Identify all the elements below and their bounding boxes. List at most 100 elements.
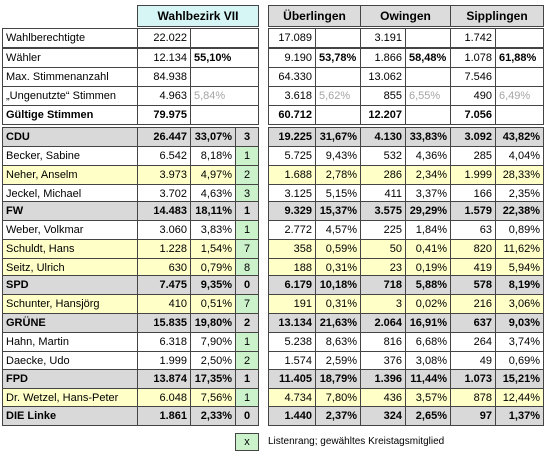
stat-pct-sip (495, 28, 544, 48)
stat-label: Wahlberechtigte (2, 28, 138, 48)
party-pct-vii: 9,35% (190, 275, 236, 295)
party-name: SPD (2, 275, 138, 295)
party-votes-sip: 3.092 (450, 127, 496, 147)
stat-value-sip: 1.078 (450, 48, 496, 68)
candidate-votes-ueb: 1.574 (268, 351, 316, 371)
stat-value-owi: 13.062 (360, 67, 406, 87)
party-name: FW (2, 201, 138, 221)
party-pct-sip: 43,82% (495, 127, 544, 147)
candidate-pct-sip: 0,89% (495, 220, 544, 240)
candidate-votes-owi: 50 (360, 239, 406, 259)
candidate-votes-vii: 3.973 (137, 165, 191, 185)
party-pct-ueb: 2,37% (315, 406, 361, 426)
party-name: DIE Linke (2, 406, 138, 426)
party-votes-sip: 1.579 (450, 201, 496, 221)
party-pct-vii: 18,11% (190, 201, 236, 221)
stat-value-sip: 7.056 (450, 105, 496, 125)
stat-value-vii: 12.134 (137, 48, 191, 68)
stat-pct-vii: 55,10% (190, 48, 259, 68)
party-votes-ueb: 9.329 (268, 201, 316, 221)
candidate-pct-owi: 0,02% (405, 294, 451, 314)
party-votes-ueb: 11.405 (268, 369, 316, 389)
party-votes-owi: 3.575 (360, 201, 406, 221)
stat-value-vii: 84.938 (137, 67, 191, 87)
candidate-votes-owi: 286 (360, 165, 406, 185)
candidate-pct-ueb: 2,59% (315, 351, 361, 371)
party-seats-vii: 1 (235, 369, 259, 389)
stat-value-owi: 855 (360, 86, 406, 106)
party-votes-vii: 1.861 (137, 406, 191, 426)
candidate-pct-vii: 3,83% (190, 220, 236, 240)
party-pct-owi: 29,29% (405, 201, 451, 221)
candidate-votes-vii: 6.048 (137, 388, 191, 408)
candidate-votes-vii: 3.060 (137, 220, 191, 240)
party-seats-vii: 0 (235, 275, 259, 295)
party-votes-owi: 4.130 (360, 127, 406, 147)
candidate-votes-vii: 6.542 (137, 146, 191, 166)
party-pct-ueb: 21,63% (315, 313, 361, 333)
stat-pct-vii (190, 67, 259, 87)
stat-label: Gültige Stimmen (2, 105, 138, 125)
party-votes-vii: 14.483 (137, 201, 191, 221)
candidate-pct-ueb: 2,78% (315, 165, 361, 185)
candidate-name: Schunter, Hansjörg (2, 294, 138, 314)
stat-value-owi: 1.866 (360, 48, 406, 68)
stat-label: „Ungenutzte“ Stimmen (2, 86, 138, 106)
stat-value-ueb: 9.190 (268, 48, 316, 68)
candidate-votes-vii: 1.228 (137, 239, 191, 259)
candidate-votes-vii: 410 (137, 294, 191, 314)
candidate-votes-ueb: 1.688 (268, 165, 316, 185)
stat-pct-sip (495, 105, 544, 125)
party-pct-sip: 15,21% (495, 369, 544, 389)
party-pct-sip: 8,19% (495, 275, 544, 295)
stat-label: Wähler (2, 48, 138, 68)
party-votes-owi: 1.396 (360, 369, 406, 389)
candidate-pct-vii: 0,51% (190, 294, 236, 314)
stat-value-sip: 1.742 (450, 28, 496, 48)
candidate-pct-sip: 5,94% (495, 258, 544, 278)
party-votes-ueb: 1.440 (268, 406, 316, 426)
candidate-votes-ueb: 4.734 (268, 388, 316, 408)
candidate-list-rank: 1 (235, 146, 259, 166)
candidate-votes-owi: 532 (360, 146, 406, 166)
party-votes-ueb: 19.225 (268, 127, 316, 147)
party-votes-owi: 324 (360, 406, 406, 426)
candidate-list-rank: 2 (235, 351, 259, 371)
party-pct-ueb: 10,18% (315, 275, 361, 295)
party-seats-vii: 3 (235, 127, 259, 147)
candidate-name: Neher, Anselm (2, 165, 138, 185)
candidate-votes-ueb: 5.238 (268, 332, 316, 352)
stat-value-vii: 22.022 (137, 28, 191, 48)
party-seats-vii: 2 (235, 313, 259, 333)
party-pct-owi: 2,65% (405, 406, 451, 426)
candidate-pct-vii: 2,50% (190, 351, 236, 371)
party-pct-sip: 1,37% (495, 406, 544, 426)
candidate-votes-ueb: 191 (268, 294, 316, 314)
stat-pct-ueb: 53,78% (315, 48, 361, 68)
candidate-name: Schuldt, Hans (2, 239, 138, 259)
stat-pct-ueb (315, 105, 361, 125)
stat-value-owi: 3.191 (360, 28, 406, 48)
candidate-list-rank: 7 (235, 294, 259, 314)
candidate-pct-sip: 28,33% (495, 165, 544, 185)
column-header-vii: Wahlbezirk VII (137, 5, 259, 27)
stat-pct-sip (495, 67, 544, 87)
stat-pct-vii (190, 28, 259, 48)
stat-pct-ueb (315, 28, 361, 48)
candidate-pct-sip: 3,74% (495, 332, 544, 352)
party-votes-owi: 718 (360, 275, 406, 295)
candidate-pct-owi: 4,36% (405, 146, 451, 166)
party-votes-vii: 13.874 (137, 369, 191, 389)
party-votes-ueb: 13.134 (268, 313, 316, 333)
party-votes-sip: 1.073 (450, 369, 496, 389)
party-pct-ueb: 31,67% (315, 127, 361, 147)
party-pct-ueb: 18,79% (315, 369, 361, 389)
stat-pct-ueb (315, 67, 361, 87)
party-pct-sip: 9,03% (495, 313, 544, 333)
candidate-votes-vii: 1.999 (137, 351, 191, 371)
party-votes-sip: 578 (450, 275, 496, 295)
legend-text: Listenrang; gewähltes Kreistagsmitglied (268, 436, 445, 447)
stat-pct-ueb: 5,62% (315, 86, 361, 106)
party-name: CDU (2, 127, 138, 147)
candidate-pct-ueb: 7,80% (315, 388, 361, 408)
